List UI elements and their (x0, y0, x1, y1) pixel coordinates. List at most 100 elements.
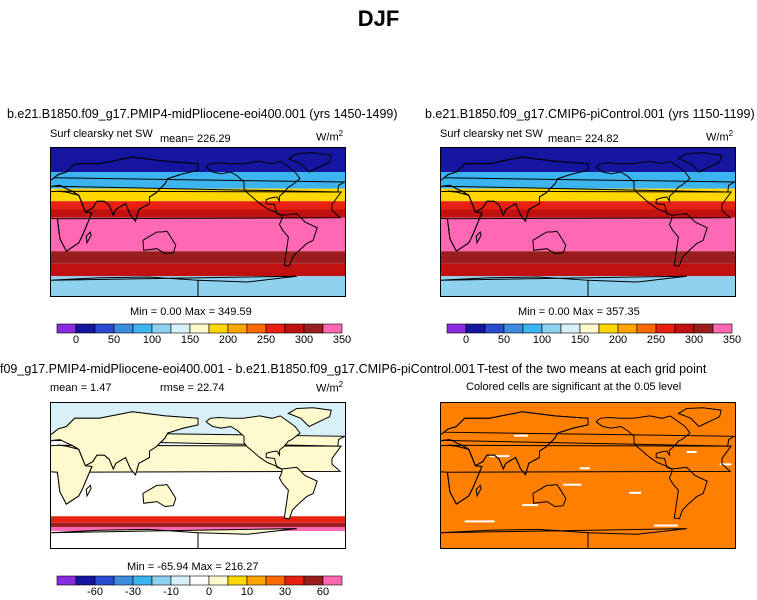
panel1-lat-band (50, 251, 346, 264)
panel3-coast (142, 483, 177, 508)
panel3-coastlines (50, 407, 346, 549)
panel1-colorbar-box (322, 323, 343, 334)
panel3-map (50, 402, 346, 549)
panel2-coast (440, 156, 589, 223)
panel2-minmax: Min = 0.00 Max = 357.35 (518, 306, 640, 318)
panel3-colorbar-box (246, 575, 267, 586)
panel4-nonsignificant-cell (522, 504, 539, 507)
panel3-mean: mean = 1.47 (50, 382, 112, 394)
panel3-coast (205, 415, 301, 470)
panel1-coast (50, 156, 199, 223)
panel3-lat-band (50, 527, 346, 532)
panel3-colorbar (56, 575, 343, 586)
panel1-colorbar-tick-label: 150 (180, 334, 200, 346)
panel2-colorbar-tick-label: 300 (684, 334, 704, 346)
panel2-colorbar-box (560, 323, 581, 334)
panel4-coastlines (440, 407, 736, 549)
panel4-nonsignificant-cell (514, 434, 528, 437)
panel2-coast (532, 230, 567, 255)
panel3-colorbar-tick-label: 30 (278, 586, 292, 598)
panel2-colorbar-box (636, 323, 657, 334)
panel1-units: W/m2 (316, 129, 344, 144)
panel1-lat-band (50, 201, 346, 210)
panel1-variable: Surf clearsky net SW (50, 128, 153, 140)
panel3-frame (50, 402, 346, 549)
panel4-coast (677, 407, 722, 428)
panel1-frame (50, 147, 346, 297)
panel3-colorbar-box (265, 575, 286, 586)
panel2-colorbar-box (541, 323, 562, 334)
panel2-colorbar-box (579, 323, 600, 334)
panel3-colorbar-tick-label: 60 (316, 586, 330, 598)
panel3-colorbar-tick-label: 0 (205, 586, 213, 598)
panel3-colorbar-box (75, 575, 96, 586)
panel2-lat-band (440, 251, 736, 264)
panel3-coast (50, 411, 199, 476)
panel4-nonsignificant-cell (653, 524, 678, 527)
panel4-coast (475, 484, 482, 498)
panel3-colorbar-box (227, 575, 248, 586)
panel1-colorbar-labels: 0 50 100 150 200 250 300 350 (57, 334, 351, 348)
panel1-colorbar-box (265, 323, 286, 334)
panel2-colorbar-box (522, 323, 543, 334)
panel2-frame (440, 147, 736, 297)
panel1-coastlines (50, 152, 346, 297)
panel1-colorbar-tick-label: 50 (107, 334, 121, 346)
panel1-colorbar-box (170, 323, 191, 334)
panel2-colorbar-labels: 0 50 100 150 200 250 300 350 (447, 334, 741, 348)
panel1-lat-band (50, 263, 346, 277)
panel1-colorbar-box (189, 323, 210, 334)
panel3-colorbar-box (113, 575, 134, 586)
panel3-colorbar-box (94, 575, 115, 586)
panel1-colorbar-box (227, 323, 248, 334)
panel2-lat-band (440, 263, 736, 277)
panel1-coast (142, 230, 177, 255)
panel4-coast (440, 444, 483, 505)
panel1-colorbar-box (56, 323, 77, 334)
panel1-colorbar-tick-label: 300 (294, 334, 314, 346)
panel1-lat-band (50, 209, 346, 218)
panel2-variable: Surf clearsky net SW (440, 128, 543, 140)
panel1-colorbar-tick-label: 200 (218, 334, 238, 346)
panel2-title: b.e21.B1850.f09_g17.CMIP6-piControl.001 … (425, 107, 755, 121)
panel1-coast (287, 152, 332, 173)
panel2-coast (440, 190, 483, 252)
panel4-frame (440, 402, 736, 549)
panel3-colorbar-tick-label: -60 (87, 586, 103, 598)
panel3-coast (278, 466, 318, 520)
panel4-nonsignificant-cell (563, 483, 582, 486)
panel2-coast (677, 152, 722, 173)
panel2-coastlines (440, 152, 736, 297)
figure-title: DJF (357, 6, 400, 31)
panel1-colorbar-box (132, 323, 153, 334)
panel4-nonsignificant-cell (579, 467, 590, 470)
panel1-mean: mean= 226.29 (160, 133, 231, 145)
panel2-coast (440, 275, 687, 297)
panel2-colorbar-tick-label: 150 (570, 334, 590, 346)
panel3-coast (287, 407, 332, 428)
panel1-colorbar-tick-label: 100 (142, 334, 162, 346)
panel3-title: f09_g17.PMIP4-midPliocene-eoi400.001 - b… (0, 362, 476, 376)
panel3-colorbar-box (322, 575, 343, 586)
panel3-rmse: rmse = 22.74 (160, 382, 225, 394)
panel2-colorbar-box (655, 323, 676, 334)
panel3-colorbar-box (208, 575, 229, 586)
panel2-colorbar-box (465, 323, 486, 334)
panel3-colorbar-tick-label: -10 (163, 586, 179, 598)
panel3-coast (50, 528, 297, 549)
panel1-colorbar-box (284, 323, 305, 334)
panel1-colorbar-box (113, 323, 134, 334)
panel2-colorbar-tick-label: 250 (646, 334, 666, 346)
panel2-colorbar (446, 323, 733, 334)
panel2-mean: mean= 224.82 (548, 133, 619, 145)
panel1-map (50, 147, 346, 297)
panel3-minmax: Min = -65.94 Max = 216.27 (127, 561, 259, 573)
panel3-colorbar-tick-label: 10 (240, 586, 254, 598)
panel2-colorbar-box (712, 323, 733, 334)
panel4-nonsignificant-cell (719, 463, 732, 466)
panel4-coast (595, 415, 691, 470)
panel3-colorbar-box (132, 575, 153, 586)
panel4-coast (668, 466, 708, 520)
panel3-lat-band (50, 516, 346, 523)
panel1-coast (50, 190, 93, 252)
